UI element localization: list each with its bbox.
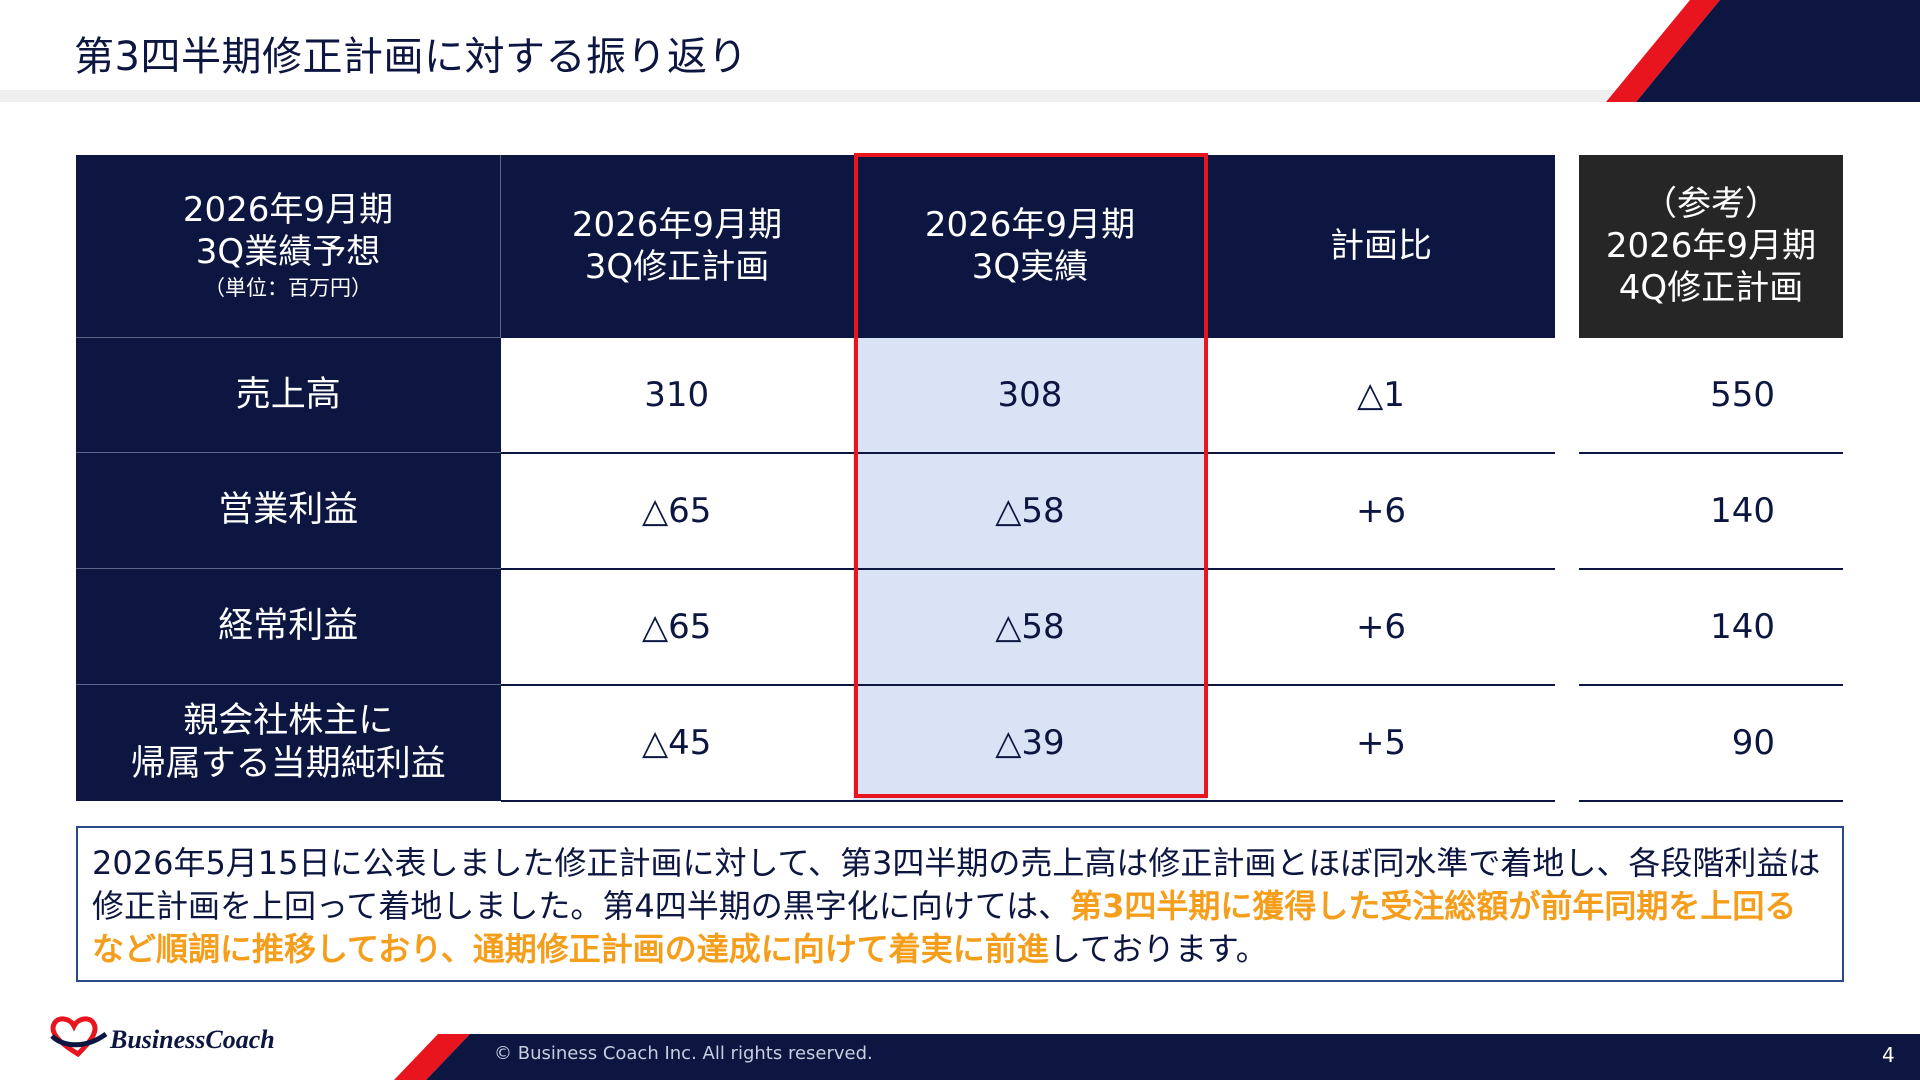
summary-highlight: 第3四半期に獲得した受注総額が前年同期を上回るなど順調に推移しており、通期修正計…	[92, 887, 1797, 968]
table-header-row: 2026年9月期 3Q業績予想 （単位：百万円） 2026年9月期 3Q修正計画…	[76, 155, 1843, 338]
plan-cell: △65	[500, 452, 853, 570]
ref-cell: 140	[1579, 452, 1843, 570]
header-ref-line3: 4Q修正計画	[1618, 268, 1804, 309]
header-corner-decoration	[1606, 0, 1920, 102]
ratio-cell: △1	[1207, 337, 1555, 454]
table-row: 売上高 310 308 △1 550	[76, 337, 1843, 454]
business-coach-logo: BusinessCoach	[50, 1016, 275, 1058]
actual-cell: △39	[853, 684, 1207, 802]
copyright-text: © Business Coach Inc. All rights reserve…	[494, 1043, 873, 1064]
ratio-cell: +5	[1207, 684, 1555, 802]
summary-text-part2: しております。	[1048, 930, 1268, 968]
header-vs-plan: 計画比	[1207, 155, 1555, 338]
row-label: 営業利益	[76, 452, 501, 569]
table-row: 親会社株主に 帰属する当期純利益 △45 △39 +5 90	[76, 684, 1843, 802]
table-row: 経常利益 △65 △58 +6 140	[76, 568, 1843, 686]
header-plan-line1: 2026年9月期	[571, 205, 783, 246]
actual-cell: 308	[853, 337, 1207, 454]
header-forecast: 2026年9月期 3Q業績予想 （単位：百万円）	[76, 155, 501, 338]
ref-cell: 140	[1579, 568, 1843, 686]
svg-text:BusinessCoach: BusinessCoach	[109, 1025, 275, 1054]
ref-cell: 550	[1579, 337, 1843, 454]
ratio-cell: +6	[1207, 452, 1555, 570]
ratio-cell: +6	[1207, 568, 1555, 686]
header-vs-plan-label: 計画比	[1330, 226, 1432, 267]
ref-cell: 90	[1579, 684, 1843, 802]
header-plan-line2: 3Q修正計画	[584, 247, 770, 288]
row-label: 経常利益	[76, 568, 501, 685]
plan-cell: △45	[500, 684, 853, 802]
row-label: 親会社株主に 帰属する当期純利益	[76, 684, 501, 801]
summary-text-part1: 2026年5月15日に公表しました修正計画に対して、第3四半期の売上高は修正計画…	[92, 844, 1821, 925]
page-title: 第3四半期修正計画に対する振り返り	[74, 34, 748, 80]
header-actual-line1: 2026年9月期	[924, 205, 1136, 246]
actual-cell: △58	[853, 568, 1207, 686]
page-number: 4	[1882, 1043, 1895, 1067]
table-row: 営業利益 △65 △58 +6 140	[76, 452, 1843, 570]
header-forecast-line1: 2026年9月期	[182, 190, 394, 230]
summary-box: 2026年5月15日に公表しました修正計画に対して、第3四半期の売上高は修正計画…	[76, 826, 1844, 982]
footer-bar	[394, 1034, 1920, 1080]
header-forecast-line2: 3Q業績予想	[195, 232, 381, 272]
header-revised-plan: 2026年9月期 3Q修正計画	[500, 155, 853, 338]
unit-label: （単位：百万円）	[204, 276, 372, 300]
header-divider	[0, 90, 1620, 102]
plan-cell: 310	[500, 337, 853, 454]
row-label: 売上高	[76, 337, 501, 453]
header-reference-4q: （参考） 2026年9月期 4Q修正計画	[1579, 155, 1843, 338]
header-actual: 2026年9月期 3Q実績	[853, 155, 1207, 338]
plan-cell: △65	[500, 568, 853, 686]
header-ref-line2: 2026年9月期	[1605, 226, 1817, 267]
actual-cell: △58	[853, 452, 1207, 570]
header-actual-line2: 3Q実績	[971, 247, 1089, 288]
results-table: 2026年9月期 3Q業績予想 （単位：百万円） 2026年9月期 3Q修正計画…	[76, 155, 1843, 802]
header-ref-line1: （参考）	[1643, 184, 1779, 225]
